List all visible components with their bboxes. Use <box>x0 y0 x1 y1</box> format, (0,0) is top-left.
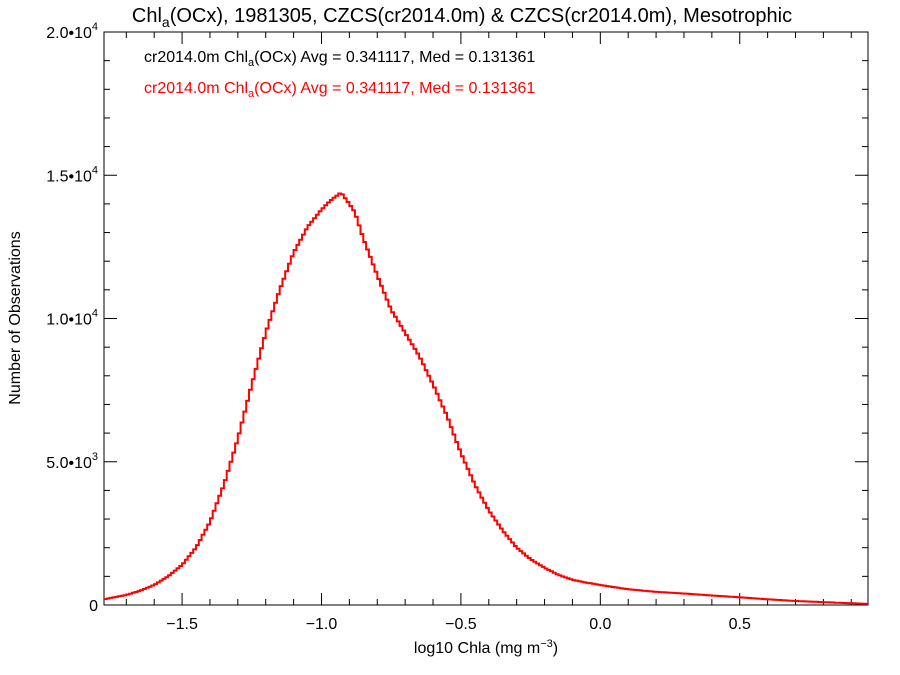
y-tick-label: 0 <box>89 598 98 615</box>
y-tick-label: 1.0•104 <box>46 308 98 329</box>
y-axis-label: Number of Observations <box>7 231 24 404</box>
plot-frame <box>103 31 869 606</box>
x-tick-label: −1.0 <box>306 616 338 633</box>
y-axis: 0 5.0•103 1.0•104 1.5•104 2.0•104 <box>46 21 868 615</box>
chart-title: Chla(OCx), 1981305, CZCS(cr2014.0m) & CZ… <box>132 5 792 30</box>
legend: cr2014.0m Chla(OCx) Avg = 0.341117, Med … <box>144 49 535 100</box>
x-tick-label: −1.5 <box>166 616 198 633</box>
x-tick-label: −0.5 <box>445 616 477 633</box>
y-tick-label: 2.0•104 <box>46 21 98 42</box>
legend-entry-black: cr2014.0m Chla(OCx) Avg = 0.341117, Med … <box>144 49 535 69</box>
legend-entry-red: cr2014.0m Chla(OCx) Avg = 0.341117, Med … <box>144 80 535 100</box>
x-axis-label: log10 Chla (mg m−3) <box>414 638 558 657</box>
histogram-series-line <box>104 192 868 605</box>
x-tick-label: 0.5 <box>729 616 751 633</box>
series-layer <box>104 192 868 605</box>
x-axis: −1.5 −1.0 −0.5 0.0 0.5 <box>125 32 852 633</box>
y-tick-label: 1.5•104 <box>46 164 98 185</box>
x-tick-label: 0.0 <box>589 616 611 633</box>
y-tick-label: 5.0•103 <box>46 451 98 472</box>
